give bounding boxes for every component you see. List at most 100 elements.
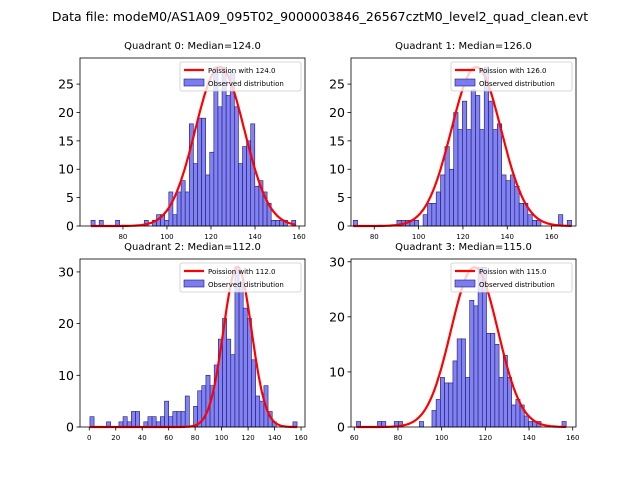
x-tick-label: 100 — [435, 434, 448, 442]
x-tick-label: 80 — [394, 434, 403, 442]
x-tick-label: 120 — [204, 233, 217, 241]
y-tick-label: 25 — [58, 77, 74, 92]
x-tick-label: 100 — [215, 434, 228, 442]
histogram-bar — [510, 174, 516, 227]
subplot-title: Quadrant 2: Median=112.0 — [124, 242, 261, 253]
histogram-bar — [250, 123, 256, 227]
histogram-bar — [131, 411, 136, 428]
axes-frame — [350, 57, 577, 227]
histogram-bar — [414, 220, 420, 227]
histogram-bar — [440, 174, 446, 227]
x-tick-label: 0 — [87, 434, 91, 442]
histogram-bar — [201, 117, 206, 227]
histogram-bar — [435, 191, 441, 227]
x-tick-label: 80 — [370, 233, 379, 241]
x-tick-label: 160 — [292, 233, 305, 241]
histogram-bar — [498, 377, 504, 428]
histogram-bar — [523, 415, 529, 428]
y-tick-label: 10 — [58, 368, 74, 383]
histogram-bar — [448, 168, 454, 227]
histogram-bar — [180, 180, 186, 227]
histogram-bar — [135, 411, 140, 428]
histogram-bar — [431, 202, 437, 227]
legend-box — [450, 262, 573, 293]
y-tick-label: 0 — [337, 420, 345, 435]
legend-bar-swatch — [183, 78, 205, 87]
histogram-bar — [259, 400, 265, 428]
histogram-bar — [488, 100, 494, 227]
x-tick-label: 140 — [501, 233, 514, 241]
legend: Poission with 112.0 Observed distribution — [179, 262, 302, 293]
histogram-bar — [518, 202, 524, 227]
histogram-bar — [486, 333, 491, 428]
legend: Poission with 115.0 Observed distribution — [450, 262, 573, 293]
histogram-bar — [479, 129, 485, 227]
histogram-bar — [217, 106, 223, 227]
x-tick-label: 160 — [566, 434, 579, 442]
legend-curve-label: Poission with 126.0 — [479, 67, 547, 75]
legend-box — [450, 61, 573, 92]
y-tick-label: 15 — [329, 133, 345, 148]
histogram-bar — [465, 377, 471, 428]
x-tick-label: 100 — [160, 233, 173, 241]
histogram-bar — [427, 202, 433, 227]
histogram-bar — [247, 318, 252, 428]
histogram-bar — [238, 281, 244, 428]
axes-frame — [79, 57, 306, 227]
histogram-bar — [184, 395, 190, 428]
histogram-bar — [254, 185, 260, 227]
x-tick-label: 160 — [294, 434, 307, 442]
y-tick-label: 30 — [58, 264, 74, 279]
legend-box — [179, 61, 302, 92]
histogram-bar — [89, 416, 95, 428]
histogram-bar — [444, 146, 450, 227]
histogram-bar — [466, 129, 472, 227]
histogram-bar — [229, 72, 235, 227]
histogram-bar — [209, 151, 215, 227]
histogram-bar — [505, 180, 511, 227]
histogram-bar — [511, 404, 517, 428]
x-tick-label: 120 — [456, 233, 469, 241]
y-tick-label: 20 — [329, 105, 345, 120]
histogram-bar — [528, 421, 533, 428]
histogram-bar — [469, 300, 475, 428]
histogram-bar — [251, 359, 256, 428]
subplot-quadrant-1: Quadrant 1: Median=126.0 80 100 120 140 160 0 5… — [329, 41, 577, 241]
y-tick-label: 25 — [329, 77, 345, 92]
legend: Poission with 126.0 Observed distribution — [450, 61, 573, 92]
histogram-bar — [242, 146, 247, 227]
subplot-quadrant-3: Quadrant 3: Median=115.060 80 100 120 140 160… — [329, 242, 579, 442]
histogram-bar — [255, 395, 261, 428]
axes-frame — [79, 258, 306, 428]
y-tick-label: 5 — [337, 190, 345, 205]
y-tick-label: 0 — [66, 420, 74, 435]
subplot-quadrant-2: Quadrant 2: Median=112.00 20 40 60 80 100 120 1… — [58, 242, 308, 442]
y-tick-label: 0 — [337, 219, 345, 234]
histogram-bar — [444, 382, 450, 428]
histogram-bar — [435, 399, 441, 428]
histogram-bar — [180, 411, 186, 428]
histogram-bar — [164, 220, 170, 227]
legend-bar-swatch — [454, 279, 476, 288]
histogram-bar — [168, 416, 174, 428]
histogram-bar — [473, 305, 479, 428]
y-tick-label: 10 — [329, 364, 345, 379]
histogram-bar — [456, 338, 462, 428]
legend-bars-label: Observed distribution — [479, 80, 555, 88]
y-tick-label: 15 — [58, 133, 74, 148]
histogram-bar — [501, 174, 507, 227]
histogram-bar — [452, 360, 458, 428]
histogram-bar — [422, 214, 428, 227]
histogram-bar — [225, 95, 231, 227]
histogram-bar — [176, 191, 182, 227]
histogram-bar — [453, 112, 459, 227]
legend-curve-label: Poission with 115.0 — [479, 268, 547, 276]
histogram-bar — [494, 344, 500, 428]
histogram-bar — [164, 400, 169, 428]
histogram-bar — [172, 214, 178, 227]
histogram-bar — [490, 333, 496, 428]
x-tick-label: 100 — [412, 233, 425, 241]
histogram-bar — [172, 411, 178, 428]
y-tick-label: 10 — [58, 162, 74, 177]
